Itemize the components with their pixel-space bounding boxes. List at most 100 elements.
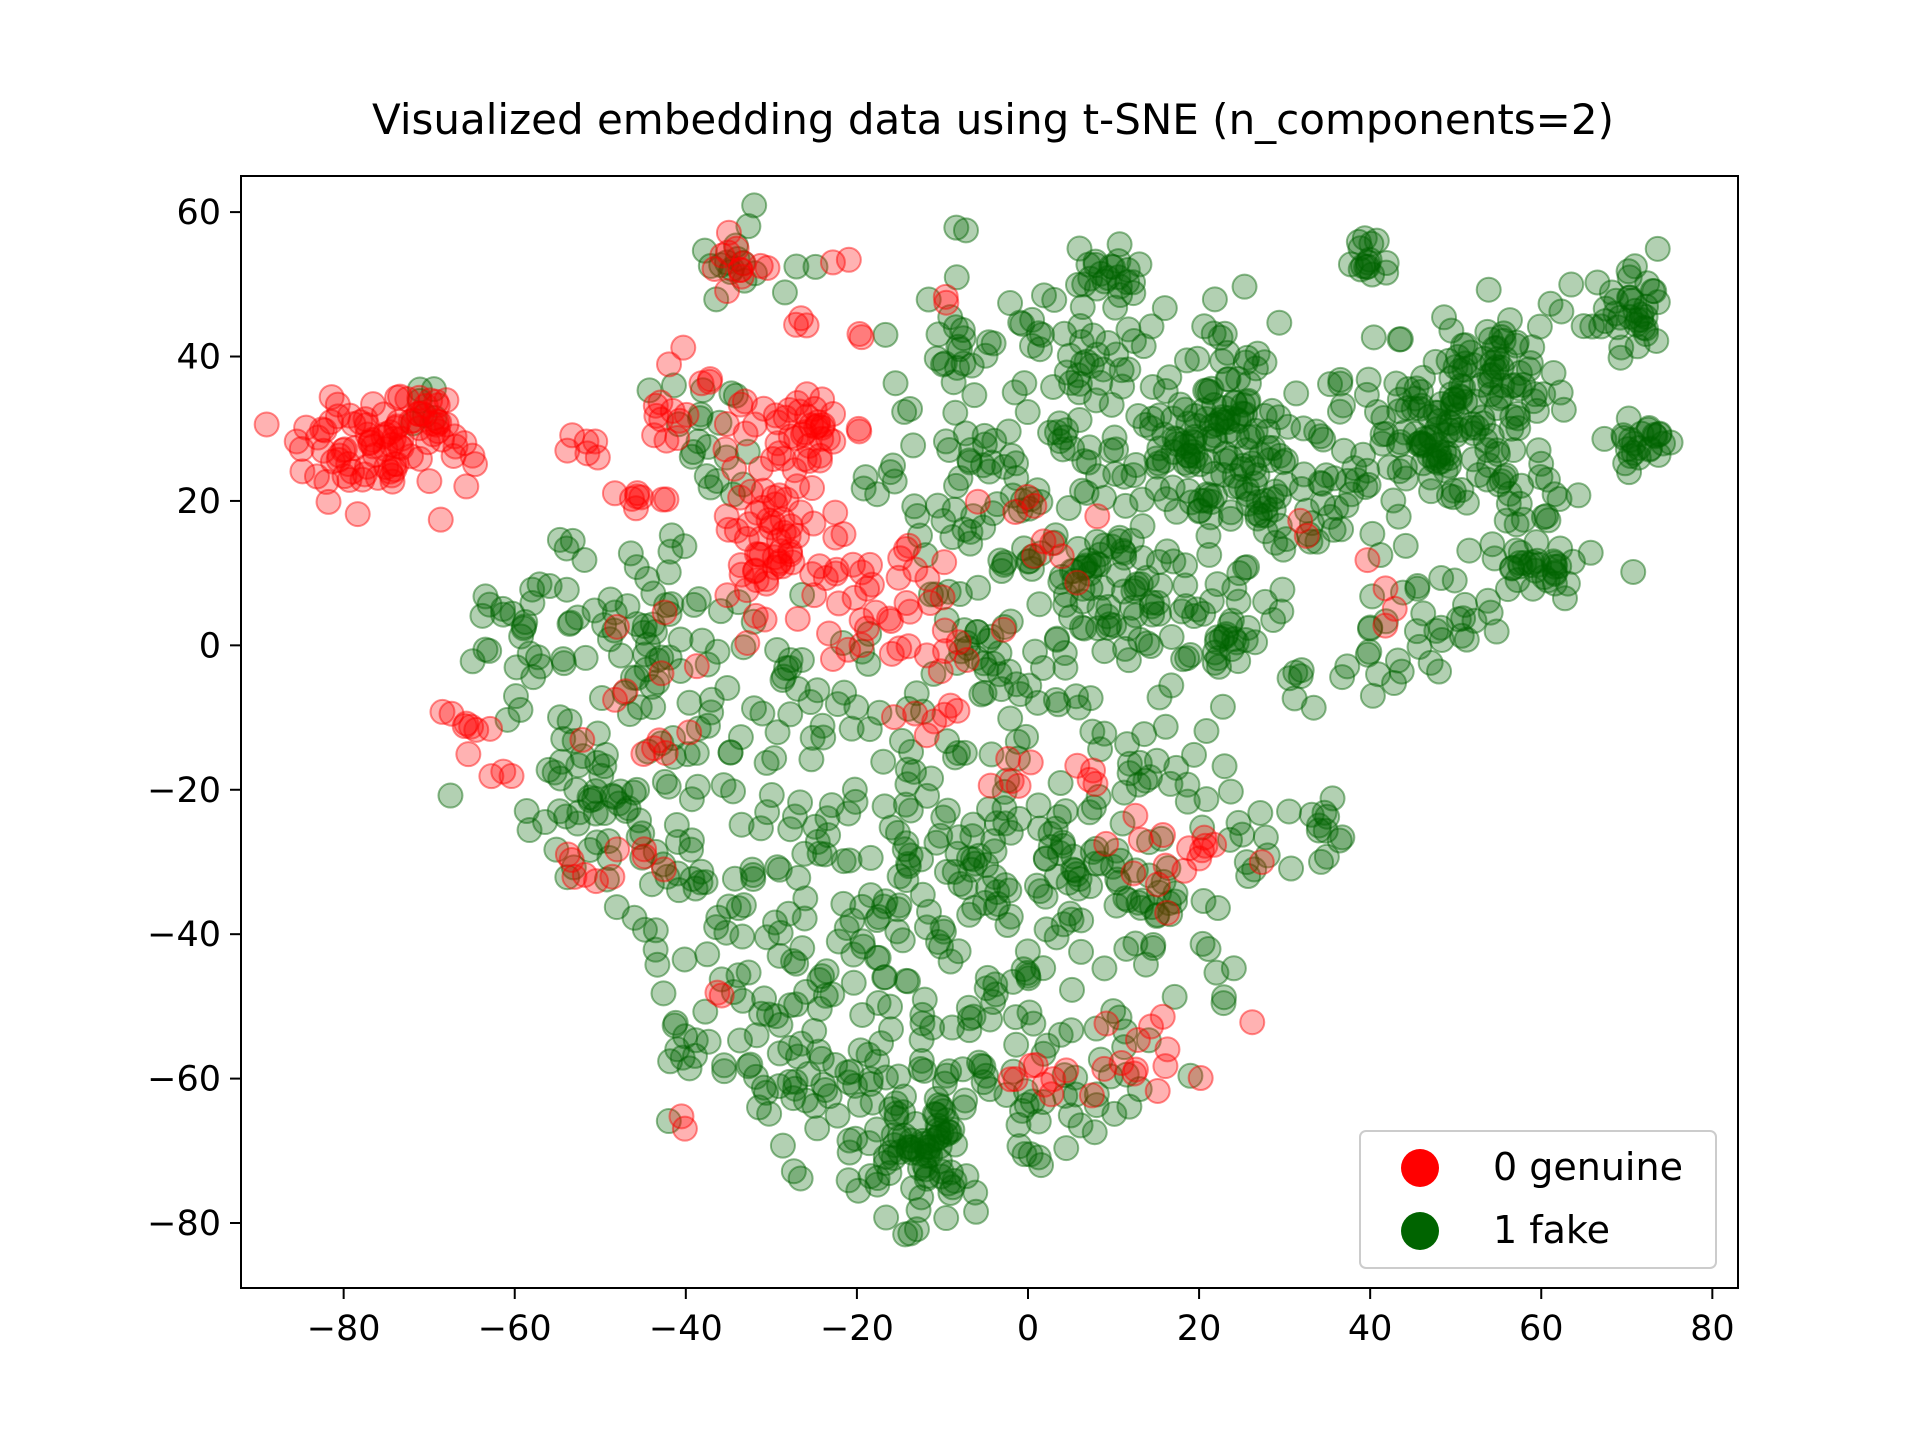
scatter-point-fake (692, 998, 719, 1025)
scatter-point-fake (988, 558, 1015, 585)
scatter-point-genuine (793, 312, 820, 339)
scatter-point-fake (1088, 260, 1115, 287)
scatter-point-fake (1204, 624, 1231, 651)
scatter-point-fake (1203, 959, 1230, 986)
scatter-point-fake (1460, 420, 1487, 447)
scatter-point-fake (1460, 352, 1487, 379)
scatter-point-fake (1011, 370, 1038, 397)
scatter-point-fake (1077, 685, 1104, 712)
scatter-point-fake (987, 547, 1014, 574)
scatter-point-fake (1162, 880, 1189, 907)
scatter-point-fake (411, 402, 438, 429)
scatter-point-fake (507, 696, 534, 723)
scatter-point-fake (1025, 320, 1052, 347)
scatter-point-fake (1040, 373, 1067, 400)
scatter-point-fake (895, 850, 922, 877)
scatter-point-fake (663, 811, 690, 838)
scatter-point-fake (1221, 626, 1248, 653)
scatter-point-fake (1152, 377, 1179, 404)
scatter-point-fake (685, 428, 712, 455)
scatter-point-fake (1231, 400, 1258, 427)
scatter-point-fake (1105, 248, 1132, 275)
scatter-point-fake (725, 962, 752, 989)
scatter-point-fake (764, 719, 791, 746)
scatter-point-genuine (758, 514, 785, 541)
scatter-point-fake (1488, 323, 1515, 350)
scatter-point-fake (1111, 539, 1138, 566)
scatter-point-fake (850, 475, 877, 502)
scatter-point-fake (1530, 381, 1557, 408)
scatter-point-fake (830, 848, 857, 875)
scatter-point-genuine (779, 549, 806, 576)
scatter-point-fake (740, 608, 767, 635)
scatter-point-fake (1223, 629, 1250, 656)
scatter-point-fake (1144, 589, 1171, 616)
scatter-point-fake (1068, 907, 1095, 934)
scatter-point-fake (892, 791, 919, 818)
scatter-point-fake (1025, 792, 1052, 819)
scatter-point-fake (923, 1085, 950, 1112)
scatter-point-fake (978, 623, 1005, 650)
scatter-point-fake (740, 865, 767, 892)
scatter-point-fake (804, 677, 831, 704)
scatter-point-fake (667, 626, 694, 653)
scatter-point-fake (770, 663, 797, 690)
scatter-point-fake (992, 872, 1019, 899)
scatter-point-fake (773, 655, 800, 682)
scatter-point-fake (1014, 938, 1041, 965)
scatter-point-fake (1644, 235, 1671, 262)
scatter-point-fake (865, 904, 892, 931)
scatter-point-fake (762, 909, 789, 936)
scatter-point-fake (1106, 524, 1133, 551)
scatter-point-fake (1243, 500, 1270, 527)
scatter-point-genuine (253, 411, 280, 438)
scatter-point-fake (1310, 426, 1337, 453)
scatter-point-fake (1011, 535, 1038, 562)
scatter-point-fake (591, 753, 618, 780)
scatter-point-fake (933, 1107, 960, 1134)
scatter-point-fake (1002, 1004, 1029, 1031)
series-genuine (253, 219, 1408, 1142)
scatter-point-fake (682, 1027, 709, 1054)
scatter-point-fake (1259, 486, 1286, 513)
scatter-point-fake (1436, 445, 1463, 472)
scatter-point-fake (928, 1119, 955, 1146)
scatter-point-fake (1481, 356, 1508, 383)
scatter-point-fake (1386, 398, 1413, 425)
scatter-point-fake (1030, 282, 1057, 309)
scatter-point-fake (1167, 391, 1194, 418)
scatter-point-fake (1083, 1092, 1110, 1119)
scatter-point-fake (973, 1062, 1000, 1089)
scatter-point-fake (597, 586, 624, 613)
scatter-point-fake (720, 979, 747, 1006)
scatter-point-fake (1126, 749, 1153, 776)
scatter-point-fake (1087, 850, 1114, 877)
scatter-point-fake (698, 699, 725, 726)
scatter-point-fake (1428, 565, 1455, 592)
scatter-point-fake (1327, 370, 1354, 397)
scatter-point-fake (1098, 253, 1125, 280)
scatter-point-fake (1122, 452, 1149, 479)
scatter-point-fake (836, 1127, 863, 1154)
scatter-point-fake (1320, 516, 1347, 543)
scatter-point-fake (1446, 382, 1473, 409)
scatter-point-fake (1327, 366, 1354, 393)
scatter-point-fake (1140, 931, 1167, 958)
scatter-point-fake (623, 554, 650, 581)
scatter-point-genuine (569, 726, 596, 753)
scatter-point-fake (730, 892, 757, 919)
scatter-point-fake (1357, 614, 1384, 641)
x-tick-label: −80 (307, 1309, 381, 1349)
scatter-point-fake (1030, 1089, 1057, 1116)
scatter-point-fake (1104, 866, 1131, 893)
scatter-point-fake (1283, 380, 1310, 407)
scatter-point-fake (1056, 342, 1083, 369)
scatter-point-fake (1242, 629, 1269, 656)
scatter-point-fake (1030, 1040, 1057, 1067)
scatter-point-genuine (650, 856, 677, 883)
scatter-point-fake (1151, 421, 1178, 448)
scatter-point-fake (1037, 820, 1064, 847)
scatter-point-fake (1440, 394, 1467, 421)
scatter-point-fake (939, 1116, 966, 1143)
scatter-point-fake (472, 583, 499, 610)
